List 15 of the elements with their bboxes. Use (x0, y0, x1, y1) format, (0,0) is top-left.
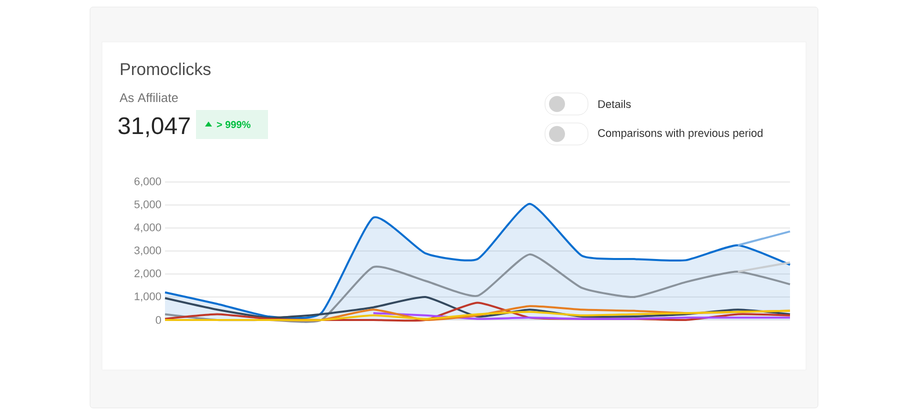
chart-title: Promoclicks (120, 62, 211, 76)
line-series (164, 296, 791, 319)
text: 31,047 (118, 117, 190, 138)
text: > 999% (216, 121, 250, 128)
y-tick-label: 4,000 (134, 223, 162, 233)
y-tick-label: 6,000 (134, 177, 162, 187)
y-tick-label: 0 (156, 316, 162, 324)
y-tick-label: 3,000 (134, 246, 162, 256)
y-tick-label: 5,000 (134, 200, 162, 210)
text: Details (598, 100, 631, 108)
text: Comparisons with previous period (598, 128, 762, 140)
chart-subtitle: As Affiliate (120, 92, 178, 102)
y-tick-label: 2,000 (134, 269, 162, 279)
y-tick-label: 1,000 (134, 292, 162, 302)
line-series (164, 310, 791, 322)
